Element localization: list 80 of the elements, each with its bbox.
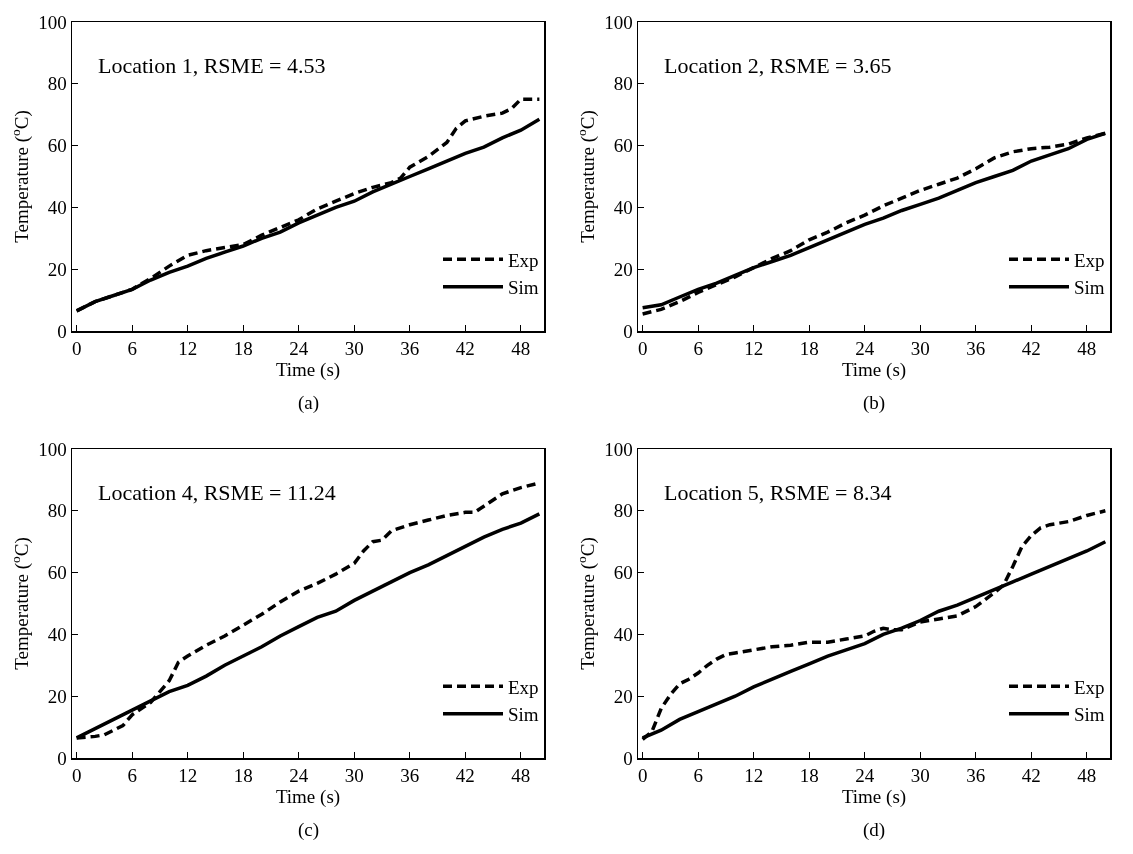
x-tick-label: 0	[637, 765, 648, 787]
y-tick-label: 0	[57, 747, 67, 769]
legend-label: Sim	[508, 704, 539, 726]
x-tick-label: 24	[855, 338, 875, 360]
y-tick-label: 0	[57, 320, 67, 342]
x-tick-label: 36	[966, 765, 986, 787]
y-tick-label: 20	[613, 258, 633, 280]
text: (b)	[863, 392, 886, 414]
x-tick-label: 42	[1021, 338, 1041, 360]
y-tick-label: 80	[613, 500, 633, 522]
y-tick-label: 80	[47, 73, 67, 95]
x-tick-label: 12	[744, 765, 764, 787]
y-tick-label: 0	[623, 320, 633, 342]
x-tick-label: 36	[966, 338, 986, 360]
text: (c)	[298, 819, 320, 841]
x-axis-title: Time (s)	[841, 786, 907, 809]
x-tick-label: 18	[233, 765, 253, 787]
annotation: Location 1, RSME = 4.53	[98, 53, 326, 78]
x-tick-label: 30	[344, 338, 364, 360]
x-tick-label: 24	[289, 765, 309, 787]
y-tick-label: 60	[47, 135, 67, 157]
x-tick-label: 18	[233, 338, 253, 360]
x-tick-label: 24	[289, 338, 309, 360]
x-tick-label: 36	[400, 338, 420, 360]
y-tick-label: 20	[613, 685, 633, 707]
annotation: Location 4, RSME = 11.24	[98, 480, 336, 505]
x-tick-label: 12	[178, 338, 198, 360]
y-tick-label: 60	[47, 562, 67, 584]
x-tick-label: 42	[455, 765, 475, 787]
legend-label: Sim	[508, 277, 539, 299]
x-tick-label: 6	[693, 765, 703, 787]
y-tick-label: 60	[613, 135, 633, 157]
x-tick-label: 18	[799, 338, 819, 360]
y-tick-label: 60	[613, 562, 633, 584]
x-tick-label: 30	[910, 338, 930, 360]
x-axis-title: Time (s)	[841, 359, 907, 382]
y-tick-label: 40	[47, 624, 67, 646]
y-tick-label: 100	[38, 438, 67, 460]
x-axis-title: Time (s)	[275, 359, 341, 382]
y-tick-label: 100	[604, 438, 633, 460]
x-tick-label: 12	[744, 338, 764, 360]
legend-label: Sim	[1074, 704, 1105, 726]
x-tick-label: 30	[910, 765, 930, 787]
x-tick-label: 30	[344, 765, 364, 787]
x-tick-label: 48	[1077, 338, 1097, 360]
legend-label: Exp	[1074, 249, 1105, 271]
annotation: Location 5, RSME = 8.34	[664, 480, 892, 505]
x-tick-label: 18	[799, 765, 819, 787]
text: (a)	[298, 392, 320, 414]
legend-label: Sim	[1074, 277, 1105, 299]
text: (d)	[863, 819, 886, 841]
annotation: Location 2, RSME = 3.65	[664, 53, 892, 78]
y-tick-label: 20	[47, 685, 67, 707]
y-tick-label: 80	[613, 73, 633, 95]
y-tick-label: 100	[604, 11, 633, 33]
y-tick-label: 40	[47, 197, 67, 219]
x-tick-label: 42	[1021, 765, 1041, 787]
y-tick-label: 80	[47, 500, 67, 522]
y-tick-label: 40	[613, 197, 633, 219]
x-tick-label: 6	[127, 338, 137, 360]
x-tick-label: 24	[855, 765, 875, 787]
y-tick-label: 40	[613, 624, 633, 646]
legend-label: Exp	[1074, 676, 1105, 698]
x-tick-label: 6	[127, 765, 137, 787]
legend-label: Exp	[508, 249, 539, 271]
x-tick-label: 0	[71, 338, 82, 360]
x-tick-label: 6	[693, 338, 703, 360]
x-tick-label: 48	[511, 765, 531, 787]
x-tick-label: 0	[71, 765, 82, 787]
legend-label: Exp	[508, 676, 539, 698]
x-tick-label: 48	[1077, 765, 1097, 787]
y-tick-label: 100	[38, 11, 67, 33]
x-tick-label: 0	[637, 338, 648, 360]
x-tick-label: 12	[178, 765, 198, 787]
x-tick-label: 36	[400, 765, 420, 787]
x-tick-label: 48	[511, 338, 531, 360]
x-axis-title: Time (s)	[275, 786, 341, 809]
y-tick-label: 20	[47, 258, 67, 280]
y-tick-label: 0	[623, 747, 633, 769]
x-tick-label: 42	[455, 338, 475, 360]
